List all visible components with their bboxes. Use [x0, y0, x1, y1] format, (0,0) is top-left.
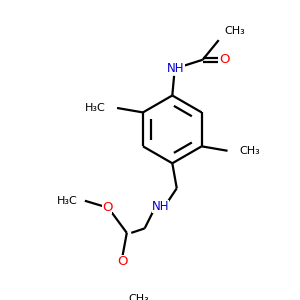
- Text: NH: NH: [167, 62, 184, 75]
- Text: CH₃: CH₃: [239, 146, 260, 156]
- Text: O: O: [219, 53, 229, 66]
- Text: H₃C: H₃C: [85, 103, 106, 113]
- Text: CH₃: CH₃: [128, 293, 149, 300]
- Text: O: O: [117, 255, 128, 268]
- Text: H₃C: H₃C: [57, 196, 78, 206]
- Text: O: O: [102, 201, 112, 214]
- Text: NH: NH: [152, 200, 169, 213]
- Text: CH₃: CH₃: [224, 26, 245, 36]
